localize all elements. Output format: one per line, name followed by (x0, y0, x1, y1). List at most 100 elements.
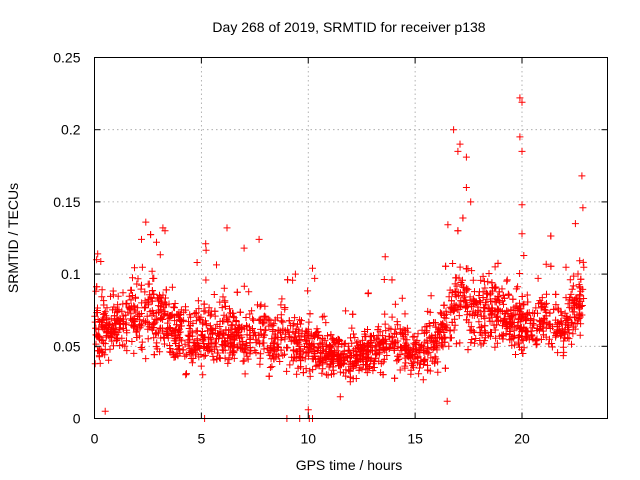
data-point (256, 354, 264, 362)
data-point (379, 332, 387, 340)
data-point (372, 351, 380, 359)
data-point (319, 365, 327, 373)
data-point (449, 260, 457, 267)
data-point (170, 304, 178, 312)
data-point (229, 321, 237, 329)
data-point (181, 352, 189, 360)
data-point (392, 339, 400, 347)
data-point (524, 298, 532, 306)
axis-ticks (94, 57, 608, 419)
data-point (291, 333, 299, 341)
data-point (273, 314, 281, 322)
data-point (312, 355, 319, 363)
data-point (176, 328, 184, 336)
data-point (274, 326, 282, 334)
data-point (322, 371, 330, 379)
data-point (122, 300, 130, 308)
data-point (477, 298, 484, 306)
data-point (558, 319, 566, 327)
data-point (402, 342, 410, 350)
data-point (138, 235, 145, 243)
data-point (528, 324, 536, 332)
data-point (533, 325, 541, 332)
data-point (448, 289, 456, 297)
data-point (143, 312, 151, 320)
data-point (305, 348, 313, 356)
data-point (129, 274, 136, 282)
data-point (150, 320, 158, 328)
data-point (452, 274, 460, 282)
data-point (512, 285, 520, 293)
data-point (322, 319, 330, 327)
data-point (395, 355, 403, 363)
data-point (533, 340, 541, 348)
data-point (568, 296, 576, 304)
data-point (364, 289, 372, 297)
data-point (220, 284, 228, 292)
data-point (171, 300, 179, 307)
data-point (204, 343, 212, 351)
data-point (199, 371, 207, 379)
data-point (451, 321, 459, 329)
data-point (337, 356, 345, 364)
data-point (538, 303, 546, 311)
data-point (381, 335, 389, 343)
data-point (105, 356, 113, 364)
data-point (494, 259, 502, 267)
data-point (396, 366, 404, 374)
data-point (569, 323, 577, 331)
data-point (401, 326, 409, 334)
data-point (359, 355, 367, 363)
data-point (98, 293, 106, 301)
data-point (318, 369, 326, 377)
data-point (110, 303, 118, 311)
data-point (153, 316, 161, 324)
data-point (195, 342, 203, 350)
data-point (568, 318, 575, 326)
data-point (229, 348, 237, 356)
data-point (255, 316, 263, 324)
data-point (414, 330, 422, 338)
x-tick-label: 15 (407, 431, 423, 447)
data-point (479, 339, 487, 347)
data-point (506, 328, 514, 335)
data-point (348, 324, 356, 332)
data-point (249, 315, 256, 323)
data-point (132, 308, 140, 316)
data-point (518, 293, 526, 300)
data-point (182, 371, 190, 379)
data-point (394, 343, 402, 351)
data-point (283, 344, 290, 352)
data-point (315, 332, 323, 340)
data-point (299, 369, 307, 377)
data-point (491, 343, 499, 351)
data-point (504, 290, 512, 298)
data-point (185, 318, 192, 326)
data-point (527, 315, 535, 323)
data-point (481, 322, 489, 330)
data-point (142, 355, 150, 363)
data-point (116, 326, 124, 334)
data-point (105, 320, 113, 328)
tick-labels: 0 5 10 15 20 0 0.05 0.1 0.15 0.2 0.25 (53, 50, 530, 447)
data-point (488, 298, 496, 305)
data-point (369, 360, 377, 368)
data-point (315, 344, 323, 352)
y-tick-label: 0.15 (53, 194, 80, 210)
data-point (107, 329, 115, 337)
data-point (138, 338, 146, 346)
data-point (444, 221, 452, 229)
data-point (192, 342, 199, 350)
data-point (297, 320, 305, 328)
data-point (291, 314, 299, 322)
data-point (267, 321, 275, 329)
data-point (387, 325, 395, 333)
data-point (107, 292, 114, 300)
data-point (284, 276, 292, 284)
data-point (260, 318, 268, 326)
data-point (516, 299, 523, 307)
data-point (150, 274, 158, 282)
data-point (493, 339, 501, 347)
data-point (334, 343, 342, 351)
data-point (518, 98, 526, 106)
